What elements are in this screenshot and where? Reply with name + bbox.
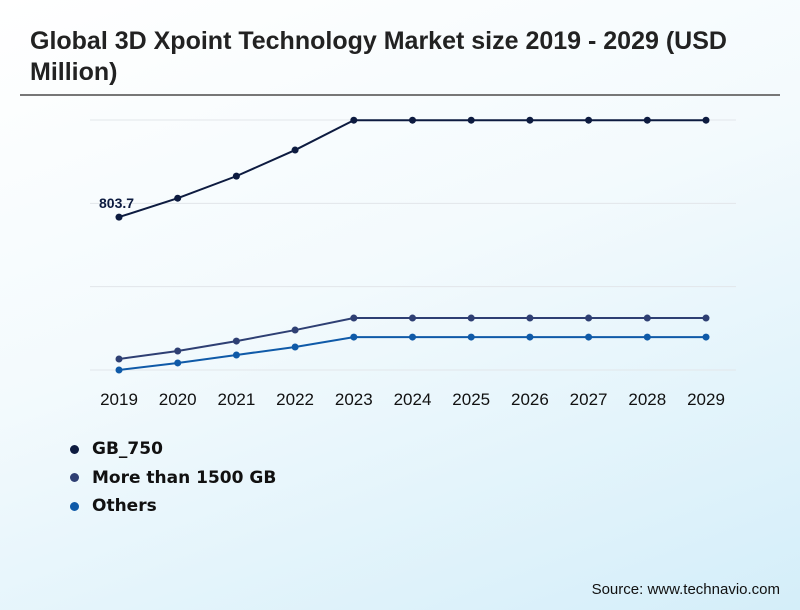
data-point	[174, 347, 182, 355]
x-tick-label: 2029	[687, 390, 725, 409]
data-point	[174, 194, 182, 202]
data-point	[115, 355, 123, 363]
data-point	[585, 314, 593, 322]
legend-item: Others	[70, 492, 276, 521]
chart-title: Global 3D Xpoint Technology Market size …	[30, 27, 727, 86]
x-tick-label: 2023	[335, 390, 373, 409]
data-point	[115, 366, 123, 374]
legend-item: More than 1500 GB	[70, 464, 276, 493]
data-point	[350, 333, 358, 341]
legend-marker-icon	[70, 501, 79, 511]
data-point	[467, 333, 475, 341]
data-point	[409, 314, 416, 322]
data-point	[291, 146, 299, 154]
data-point	[526, 116, 534, 124]
x-tick-label: 2028	[628, 390, 666, 409]
source-note: Source: www.technavio.com	[591, 581, 780, 598]
x-tick-label: 2022	[276, 390, 314, 409]
data-point	[174, 359, 182, 367]
title-divider	[20, 94, 780, 96]
data-point	[350, 314, 358, 322]
data-point	[467, 116, 475, 124]
x-tick-label: 2024	[394, 390, 432, 409]
data-point	[526, 333, 534, 341]
series-line	[118, 336, 706, 371]
data-point	[643, 314, 651, 322]
data-point	[409, 116, 416, 124]
series-line	[118, 119, 706, 219]
data-point	[350, 116, 358, 124]
legend: GB_750 More than 1500 GB Others	[70, 435, 276, 521]
x-tick-label: 2026	[511, 390, 549, 409]
data-point	[702, 314, 710, 322]
x-tick-label: 2027	[570, 390, 608, 409]
data-point	[291, 343, 299, 351]
x-tick-label: 2019	[100, 390, 138, 409]
data-point	[585, 333, 593, 341]
data-point	[232, 172, 240, 180]
data-point	[467, 314, 475, 322]
data-point	[291, 326, 299, 334]
data-point	[232, 351, 240, 359]
data-point	[409, 333, 416, 341]
x-tick-label: 2025	[452, 390, 490, 409]
legend-label: More than 1500 GB	[92, 467, 277, 488]
data-label: 803.7	[99, 195, 134, 211]
data-point	[643, 333, 651, 341]
legend-label: GB_750	[92, 439, 163, 460]
legend-marker-icon	[70, 444, 79, 454]
legend-label: Others	[92, 496, 157, 517]
line-chart: 2019 2020 2021 2022 2023 2024 2025 2026 2027 2028…	[90, 116, 736, 409]
legend-marker-icon	[70, 473, 79, 483]
data-point	[232, 337, 240, 345]
data-point	[643, 116, 651, 124]
x-tick-label: 2020	[159, 390, 197, 409]
data-point	[585, 116, 593, 124]
legend-item: GB_750	[70, 435, 276, 464]
data-point	[115, 213, 123, 221]
data-point	[526, 314, 534, 322]
data-point	[702, 116, 710, 124]
x-tick-label: 2021	[217, 390, 255, 409]
data-point	[702, 333, 710, 341]
